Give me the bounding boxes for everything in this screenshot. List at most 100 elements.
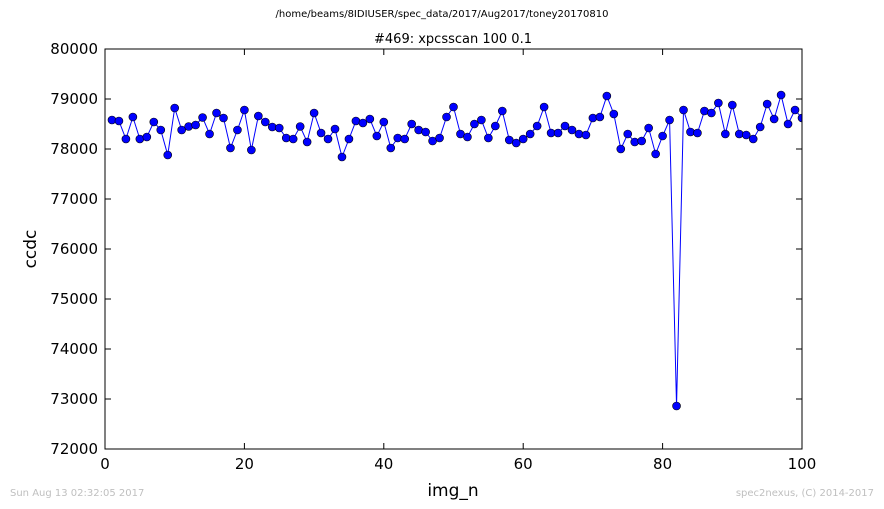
data-point — [184, 122, 193, 131]
data-point — [358, 118, 368, 128]
data-point — [170, 103, 179, 113]
data-point — [518, 134, 528, 144]
figure-suptitle: /home/beams/8IDIUSER/spec_data/2017/Aug2… — [275, 9, 609, 20]
data-point — [261, 117, 270, 127]
data-point — [149, 117, 159, 127]
data-point — [295, 122, 305, 131]
y-tick-label: 76000 — [50, 240, 98, 258]
data-point — [672, 401, 681, 411]
data-point — [344, 134, 354, 144]
data-point — [372, 131, 382, 141]
data-point — [609, 109, 619, 119]
chart-title: #469: xpcsscan 100 0.1 — [374, 32, 532, 47]
y-tick-label: 79000 — [50, 90, 98, 108]
data-point — [114, 116, 124, 126]
data-point — [212, 108, 221, 118]
y-axis-label: ccdc — [21, 230, 41, 269]
data-point — [755, 122, 765, 132]
x-tick-label: 40 — [374, 455, 393, 473]
data-point — [449, 102, 458, 112]
data-point — [274, 123, 284, 133]
data-point — [658, 131, 667, 141]
data-point — [219, 113, 228, 123]
data-point — [435, 133, 444, 143]
footer-credit: spec2nexus, (C) 2014-2017 — [735, 488, 874, 499]
data-point — [226, 143, 235, 153]
data-point — [714, 98, 723, 108]
data-point — [400, 134, 410, 144]
footer-timestamp: Sun Aug 13 02:32:05 2017 — [10, 488, 145, 499]
data-point — [463, 132, 472, 142]
data-point — [707, 108, 716, 118]
data-point — [651, 149, 660, 159]
y-tick-label: 75000 — [50, 290, 98, 308]
data-point — [595, 112, 605, 122]
data-point — [623, 129, 633, 139]
y-tick-label: 73000 — [50, 390, 98, 408]
data-point — [616, 144, 626, 154]
data-point — [525, 129, 535, 139]
data-point — [665, 115, 674, 125]
x-tick-label: 100 — [788, 455, 817, 473]
data-point — [511, 138, 521, 148]
y-tick-label: 74000 — [50, 340, 98, 358]
y-tick-label: 77000 — [50, 190, 98, 208]
data-point — [198, 113, 207, 122]
data-point — [484, 133, 493, 143]
y-tick-label: 78000 — [50, 140, 98, 158]
plot-frame — [104, 48, 803, 450]
x-tick-label: 0 — [100, 455, 110, 473]
y-tick-label: 80000 — [50, 40, 98, 58]
data-point — [783, 119, 793, 129]
data-point — [693, 128, 702, 138]
data-point — [748, 134, 758, 144]
x-tick-label: 80 — [653, 455, 672, 473]
data-point — [637, 136, 646, 146]
data-point — [288, 134, 298, 144]
data-point — [497, 106, 507, 116]
data-point — [386, 143, 396, 153]
data-point — [177, 125, 186, 135]
data-point — [776, 90, 786, 100]
data-point — [741, 130, 751, 140]
data-point — [644, 123, 653, 133]
data-point — [302, 137, 312, 147]
data-point — [421, 127, 430, 137]
data-point — [128, 112, 138, 122]
data-point — [309, 108, 319, 118]
data-point — [581, 130, 591, 140]
data-point — [142, 132, 152, 142]
data-point — [407, 119, 416, 129]
data-point — [247, 145, 256, 155]
data-point — [721, 129, 730, 139]
data-point — [323, 134, 333, 144]
data-point — [602, 91, 612, 101]
data-point — [316, 128, 326, 138]
data-point — [254, 111, 263, 121]
data-point — [567, 125, 577, 135]
x-tick-label: 60 — [514, 455, 533, 473]
data-point — [379, 117, 389, 127]
x-axis-label: img_n — [427, 481, 478, 501]
data-point — [233, 125, 242, 135]
data-point — [337, 152, 347, 162]
data-point — [553, 128, 563, 138]
x-tick-label: 20 — [235, 455, 254, 473]
data-point — [163, 150, 173, 160]
series-line — [111, 93, 802, 407]
data-point — [470, 119, 479, 129]
data-point — [191, 120, 200, 130]
data-point — [532, 121, 542, 131]
data-point — [539, 102, 549, 112]
data-point — [790, 105, 800, 115]
data-point — [240, 105, 249, 115]
data-point — [477, 115, 486, 125]
data-point — [330, 124, 340, 134]
data-point — [205, 129, 214, 139]
y-tick-label: 72000 — [50, 440, 98, 458]
data-point — [762, 99, 772, 109]
data-point — [769, 114, 779, 124]
data-point — [797, 113, 802, 123]
data-point — [679, 105, 688, 115]
data-point — [727, 100, 737, 110]
